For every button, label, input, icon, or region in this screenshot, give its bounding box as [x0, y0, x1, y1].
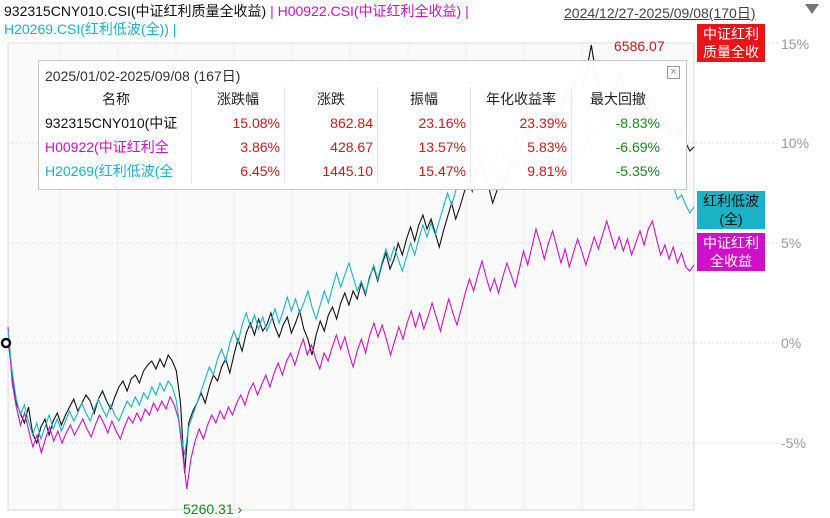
table-header-row: 名称 涨跌幅 涨跌 振幅 年化收益率 最大回撤: [41, 87, 664, 111]
header-separator: |: [266, 3, 278, 19]
stats-table: 名称 涨跌幅 涨跌 振幅 年化收益率 最大回撤 932315CNY010(中证 …: [41, 87, 664, 183]
max-value-label: 6586.07: [614, 38, 665, 54]
series-dividend-title[interactable]: H00922.CSI(中证红利全收益): [277, 3, 462, 19]
series-dividend-end-tag: 中证红利 全收益: [697, 233, 765, 271]
row-annualized: 5.83%: [470, 135, 572, 159]
min-value-label: 5260.31 ›: [183, 501, 243, 517]
panel-title: 2025/01/02-2025/09/08 (167日): [45, 68, 241, 84]
y-tick-label: 15%: [781, 36, 810, 52]
row-name: H20269(红利低波(全: [41, 159, 192, 183]
header-separator: |: [168, 21, 177, 37]
chevron-down-icon[interactable]: [805, 4, 819, 14]
row-pct-change: 15.08%: [191, 111, 285, 135]
table-row[interactable]: H00922(中证红利全 3.86% 428.67 13.57% 5.83% -…: [41, 135, 664, 159]
row-name: H00922(中证红利全: [41, 135, 192, 159]
stats-panel: 2025/01/02-2025/09/08 (167日) × 名称 涨跌幅 涨跌…: [38, 60, 687, 190]
row-annualized: 9.81%: [470, 159, 572, 183]
y-tick-label: 10%: [781, 135, 810, 151]
column-header[interactable]: 名称: [41, 87, 192, 111]
row-name: 932315CNY010(中证: [41, 111, 192, 135]
chart-header: 932315CNY010.CSI(中证红利质量全收益) | H00922.CSI…: [4, 2, 804, 38]
column-header[interactable]: 涨跌幅: [191, 87, 285, 111]
y-tick-label: -5%: [781, 435, 806, 451]
start-point-marker: [0, 337, 12, 349]
column-header[interactable]: 年化收益率: [470, 87, 572, 111]
column-header[interactable]: 涨跌: [284, 87, 378, 111]
row-pct-change: 6.45%: [191, 159, 285, 183]
row-annualized: 23.39%: [470, 111, 572, 135]
row-max-drawdown: -6.69%: [615, 139, 660, 155]
series-line-dividend: [7, 219, 695, 490]
column-header[interactable]: 振幅: [377, 87, 471, 111]
row-amplitude: 15.47%: [377, 159, 471, 183]
row-amplitude: 23.16%: [377, 111, 471, 135]
row-pct-change: 3.86%: [191, 135, 285, 159]
row-max-drawdown: -8.83%: [615, 115, 660, 131]
date-range-selector[interactable]: 2024/12/27-2025/09/08(170日): [564, 5, 756, 21]
series-quality-title[interactable]: 932315CNY010.CSI(中证红利质量全收益): [4, 3, 267, 19]
series-quality-end-tag: 中证红利 质量全收: [697, 24, 765, 62]
row-change: 862.84: [284, 111, 378, 135]
header-separator: |: [461, 3, 469, 19]
column-header[interactable]: 最大回撤: [590, 91, 646, 107]
close-icon[interactable]: ×: [667, 66, 680, 79]
row-change: 1445.10: [284, 159, 378, 183]
table-row[interactable]: H20269(红利低波(全 6.45% 1445.10 15.47% 9.81%…: [41, 159, 664, 183]
row-max-drawdown: -5.35%: [615, 163, 660, 179]
y-tick-label: 0%: [781, 335, 802, 351]
row-amplitude: 13.57%: [377, 135, 471, 159]
table-row[interactable]: 932315CNY010(中证 15.08% 862.84 23.16% 23.…: [41, 111, 664, 135]
row-change: 428.67: [284, 135, 378, 159]
series-lowvol-end-tag: 红利低波 (全): [697, 191, 765, 229]
y-tick-label: 5%: [781, 235, 802, 251]
series-lowvol-title[interactable]: H20269.CSI(红利低波(全)): [4, 21, 169, 37]
